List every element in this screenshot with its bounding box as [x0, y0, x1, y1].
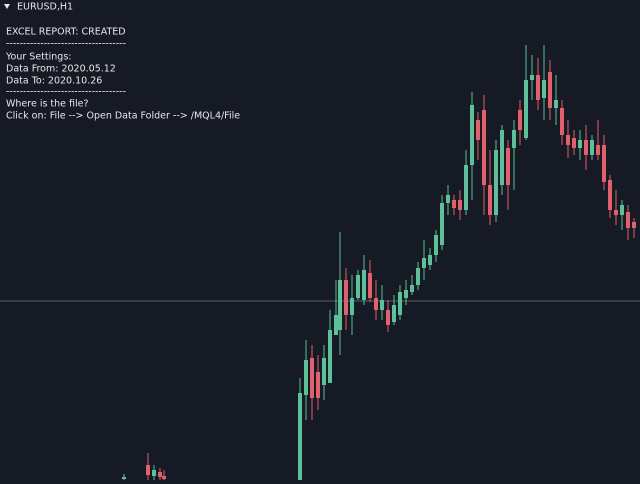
candle-body	[632, 222, 636, 228]
candle-body	[368, 273, 372, 298]
candle-body	[146, 465, 150, 475]
candle-body	[596, 145, 600, 155]
candle-body	[446, 195, 450, 203]
candle-body	[434, 235, 438, 255]
candle-body	[334, 315, 338, 335]
panel-line: Data To: 2020.10.26	[6, 76, 102, 87]
candle-body	[350, 298, 354, 315]
candle-body	[122, 477, 126, 479]
panel-line: Where is the file?	[6, 99, 89, 110]
candle-body	[518, 110, 522, 130]
candle-body	[560, 108, 564, 135]
panel-line: EXCEL REPORT: CREATED	[6, 27, 126, 38]
candle-body	[584, 140, 588, 155]
candle-body	[542, 80, 546, 98]
panel-line: Click on: File --> Open Data Folder --> …	[6, 111, 240, 122]
candle-body	[374, 298, 378, 310]
candle-body	[470, 105, 474, 165]
candles	[122, 45, 636, 480]
candle-body	[554, 100, 558, 108]
candle-body	[482, 110, 486, 185]
candle-body	[536, 75, 540, 100]
candle-body	[614, 210, 618, 215]
candle-body	[602, 145, 606, 182]
candle-body	[398, 292, 402, 315]
candle-body	[620, 205, 624, 215]
candle-body	[158, 472, 162, 477]
candle-body	[590, 140, 594, 155]
candle-body	[530, 75, 534, 80]
candle-body	[322, 358, 326, 385]
candle-body	[162, 476, 166, 479]
candle-body	[458, 200, 462, 210]
candle-body	[310, 358, 314, 398]
candle-body	[608, 180, 612, 210]
candle-body	[404, 290, 408, 298]
candle-body	[500, 130, 504, 185]
symbol-label: EURUSD,H1	[17, 2, 73, 13]
collapse-arrow[interactable]	[4, 4, 10, 9]
panel-line: -----------------------------------	[6, 87, 126, 98]
candle-body	[298, 393, 302, 480]
candle-body	[506, 148, 510, 185]
candle-body	[464, 165, 468, 210]
candle-body	[452, 200, 456, 208]
candle-body	[422, 258, 426, 268]
candle-body	[428, 255, 432, 265]
candle-body	[392, 305, 396, 322]
candle-body	[316, 372, 320, 398]
candle-body	[524, 80, 528, 138]
candle-body	[152, 470, 156, 476]
candle-body	[488, 185, 492, 215]
candle-body	[548, 72, 552, 108]
candle-body	[626, 212, 630, 228]
candle-body	[380, 300, 384, 310]
candle-body	[440, 203, 444, 245]
candle-body	[572, 138, 576, 148]
candle-body	[344, 280, 348, 315]
panel-line: -----------------------------------	[6, 39, 126, 50]
candle-body	[362, 270, 366, 300]
candle-body	[476, 120, 480, 140]
candle-body	[566, 135, 570, 145]
candle-body	[494, 150, 498, 215]
candle-body	[512, 130, 516, 148]
info-panel: EXCEL REPORT: CREATED-------------------…	[5, 27, 240, 122]
panel-line: Data From: 2020.05.12	[6, 64, 116, 75]
candle-body	[328, 330, 332, 383]
candle-body	[356, 275, 360, 298]
candle-body	[338, 280, 342, 330]
candle-body	[578, 140, 582, 148]
candle-body	[304, 360, 308, 395]
panel-line: Your Settings:	[5, 52, 71, 63]
candle-body	[416, 268, 420, 285]
candle-body	[386, 310, 390, 325]
candle-body	[410, 285, 414, 292]
